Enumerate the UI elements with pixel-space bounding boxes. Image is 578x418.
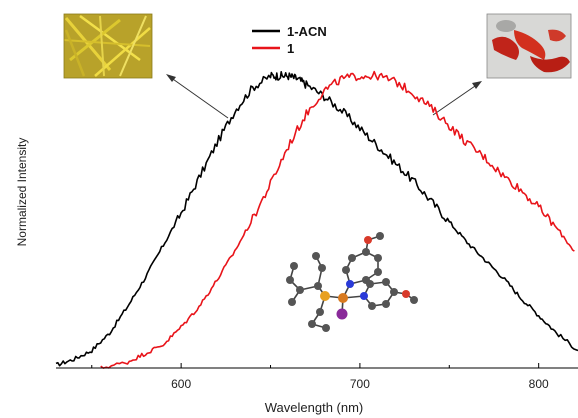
yellow-crystal-photo	[63, 13, 153, 79]
arrow-to-yellow-photo	[166, 74, 229, 119]
series-layer	[55, 70, 578, 369]
legend-label-1: 1	[287, 41, 294, 56]
series-line-1	[100, 70, 575, 369]
legend: 1-ACN 1	[252, 24, 327, 56]
series-line-1-acn	[55, 71, 578, 367]
x-tick-label: 600	[171, 377, 191, 391]
molecule-atoms	[286, 232, 418, 332]
x-tick-label: 700	[350, 377, 370, 391]
red-crystal-photo	[486, 13, 572, 79]
x-tick-group: 600 700 800	[91, 363, 549, 391]
x-tick-label: 800	[529, 377, 549, 391]
legend-label-1-acn: 1-ACN	[287, 24, 327, 39]
y-axis-label: Normalized Intensity	[15, 138, 29, 247]
arrow-to-red-photo	[432, 81, 482, 116]
x-axis-label: Wavelength (nm)	[265, 400, 364, 415]
